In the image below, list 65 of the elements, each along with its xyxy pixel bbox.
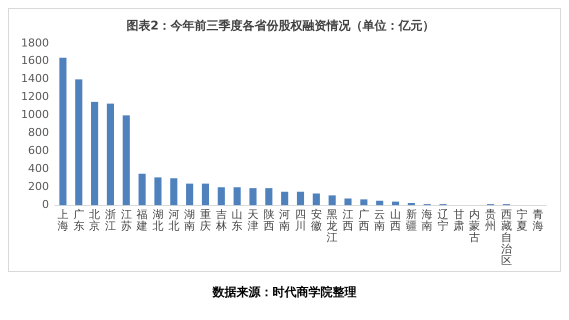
- x-tick-label: 广东: [73, 208, 84, 232]
- chart-title: 图表2：今年前三季度各省份股权融资情况（单位：亿元）: [126, 18, 435, 32]
- x-tick-label: 山西: [390, 208, 402, 232]
- x-tick-label: 新疆: [406, 208, 417, 232]
- x-tick-label: 重庆: [200, 208, 211, 232]
- x-tick-label: 陕西: [263, 208, 274, 232]
- x-tick-label: 山东: [232, 208, 243, 232]
- bar: [170, 178, 178, 206]
- bar: [281, 192, 288, 206]
- y-tick-label: 0: [42, 198, 49, 212]
- x-tick-label: 青海: [532, 208, 544, 232]
- bar: [360, 199, 368, 206]
- source-note: 数据来源：时代商学院整理: [211, 284, 358, 301]
- bar: [202, 184, 210, 206]
- x-tick-label: 海南: [422, 208, 433, 232]
- x-tick-label: 吉林: [214, 208, 227, 232]
- y-tick-label: 600: [28, 144, 49, 158]
- x-tick-label: 江西: [342, 208, 354, 232]
- y-tick-label: 1200: [20, 90, 49, 104]
- x-tick-label: 浙江: [104, 208, 116, 232]
- bar: [344, 198, 352, 206]
- x-tick-label: 河北: [168, 208, 180, 232]
- bar: [154, 177, 162, 206]
- x-tick-label: 宁夏: [516, 208, 528, 232]
- y-tick-label: 200: [28, 180, 49, 194]
- x-tick-label: 安徽: [310, 208, 322, 232]
- y-tick-label: 400: [28, 162, 49, 176]
- x-tick-label: 天津: [247, 208, 258, 232]
- x-tick-label: 贵州: [485, 208, 496, 232]
- bar: [296, 192, 304, 206]
- y-tick-label: 1600: [20, 54, 49, 68]
- x-tick-label: 黑龙江: [326, 208, 338, 244]
- bar: [392, 202, 400, 206]
- y-tick-label: 1000: [20, 108, 49, 122]
- bar: [376, 200, 384, 206]
- x-tick-label: 河南: [279, 208, 290, 232]
- bar: [312, 194, 320, 206]
- x-tick-label: 广西: [358, 208, 370, 232]
- x-tick-label: 湖北: [152, 208, 164, 232]
- bar: [249, 188, 257, 206]
- bar: [328, 195, 336, 206]
- y-tick-label: 800: [28, 126, 49, 140]
- bar: [265, 188, 272, 206]
- x-tick-label: 福建: [136, 208, 148, 232]
- x-tick-label: 湖南: [184, 208, 196, 232]
- bar: [186, 184, 194, 206]
- x-tick-label: 辽宁: [438, 208, 449, 232]
- x-tick-label: 西藏自治区: [500, 208, 512, 268]
- bar: [122, 115, 130, 206]
- bar: [91, 102, 98, 206]
- x-tick-label: 甘肃: [453, 208, 464, 232]
- x-tick-label: 内蒙古: [469, 208, 480, 244]
- x-tick-label: 江苏: [120, 208, 132, 232]
- bar: [106, 104, 114, 206]
- y-tick-label: 1400: [20, 72, 49, 86]
- x-tick-label: 四川: [294, 208, 306, 232]
- x-tick-label: 北京: [89, 208, 100, 232]
- bar: [218, 187, 225, 206]
- bar: [138, 174, 146, 206]
- x-tick-label: 云南: [374, 208, 386, 232]
- y-tick-label: 1800: [20, 36, 49, 50]
- x-tick-label: 上海: [57, 208, 68, 232]
- bar: [59, 58, 66, 206]
- bar: [234, 187, 241, 206]
- bar: [75, 79, 82, 206]
